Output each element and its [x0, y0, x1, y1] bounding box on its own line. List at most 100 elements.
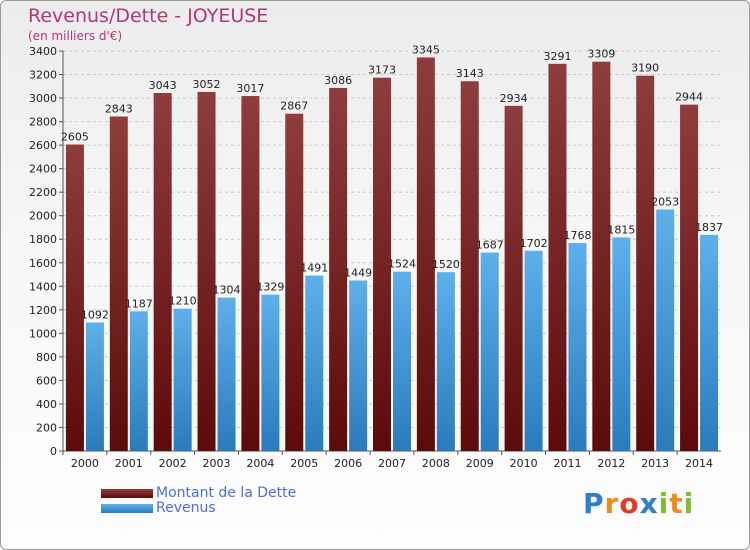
data-label-dette: 2944 [675, 91, 703, 104]
bar-dette [285, 113, 304, 452]
x-tick-label: 2009 [466, 457, 494, 470]
bar-revenus [568, 243, 587, 451]
data-label-revenus: 2053 [651, 195, 679, 208]
y-tick-label: 2600 [29, 139, 57, 152]
bar-dette [241, 96, 260, 451]
data-label-revenus: 1837 [695, 221, 723, 234]
data-label-revenus: 1702 [520, 237, 548, 250]
y-tick-label: 1000 [29, 327, 57, 340]
y-tick-label: 3000 [29, 92, 57, 105]
x-tick-label: 2010 [510, 457, 538, 470]
data-label-revenus: 1815 [607, 223, 635, 236]
data-label-dette: 3345 [412, 43, 440, 56]
y-tick-label: 3400 [29, 45, 57, 58]
bar-dette [197, 91, 216, 452]
bar-dette [592, 61, 611, 452]
data-labels: 2605 1092 2843 1187 3043 1210 3052 1304 3017 1329… [61, 43, 723, 321]
bar-dette [460, 81, 479, 451]
data-label-dette: 3190 [631, 62, 659, 75]
y-tick-label: 1600 [29, 257, 57, 270]
legend-label-revenus: Revenus [156, 500, 216, 516]
bar-revenus [700, 234, 719, 451]
y-tick-label: 800 [36, 351, 57, 364]
data-label-revenus: 1768 [563, 229, 591, 242]
bar-revenus [612, 237, 631, 451]
chart-subtitle: (en milliers d'€) [28, 29, 123, 43]
bar-revenus [480, 252, 499, 451]
bar-dette [153, 93, 172, 451]
x-tick-label: 2000 [71, 457, 99, 470]
axes: 0 200 400 600 800 1000 1200 1400 1600 1800 2000 220… [29, 45, 721, 470]
x-tick-label: 2005 [290, 457, 318, 470]
data-label-dette: 2605 [61, 131, 89, 144]
x-tick-label: 2006 [334, 457, 362, 470]
bar-dette [548, 63, 567, 452]
data-label-dette: 2934 [500, 92, 528, 105]
data-label-dette: 3043 [149, 79, 177, 92]
bar-revenus [349, 280, 368, 451]
x-tick-label: 2002 [159, 457, 187, 470]
chart-title: Revenus/Dette - JOYEUSE [28, 5, 269, 27]
bar-revenus [656, 209, 675, 451]
bar-dette [109, 116, 128, 451]
data-label-revenus: 1092 [81, 309, 109, 322]
data-label-dette: 3017 [236, 82, 264, 95]
data-label-revenus: 1491 [300, 262, 328, 275]
data-label-dette: 3173 [368, 64, 396, 77]
logo-letter: r [604, 487, 620, 520]
x-tick-label: 2014 [685, 457, 713, 470]
legend-swatch-dette [101, 489, 153, 498]
x-tick-label: 2011 [553, 457, 581, 470]
bar-revenus [436, 272, 455, 451]
bar-dette [680, 104, 699, 451]
bar-revenus [217, 297, 236, 451]
grid-lines [63, 50, 721, 428]
data-label-revenus: 1187 [125, 297, 153, 310]
y-tick-label: 2400 [29, 163, 57, 176]
y-tick-label: 400 [36, 398, 57, 411]
data-label-dette: 3086 [324, 74, 352, 87]
logo-letter: x [639, 487, 659, 520]
logo-letter: P [583, 487, 605, 520]
bar-dette [329, 87, 348, 452]
data-label-revenus: 1449 [344, 267, 372, 280]
y-tick-label: 600 [36, 374, 57, 387]
bar-revenus [173, 308, 192, 451]
data-label-dette: 3309 [587, 48, 615, 61]
data-label-revenus: 1329 [256, 281, 284, 294]
y-tick-label: 3200 [29, 69, 57, 82]
y-tick-label: 0 [50, 445, 57, 458]
y-tick-label: 1400 [29, 280, 57, 293]
x-tick-label: 2008 [422, 457, 450, 470]
bar-revenus [129, 311, 148, 451]
y-tick-label: 2200 [29, 186, 57, 199]
bar-revenus [261, 294, 280, 451]
proxiti-logo: Proxiti [583, 487, 694, 520]
bar-revenus [85, 322, 104, 451]
legend-swatch-revenus [101, 504, 153, 513]
data-label-dette: 2867 [280, 100, 308, 113]
bar-revenus [305, 275, 324, 451]
data-label-dette: 3291 [543, 50, 571, 63]
logo-letter: o [619, 487, 640, 520]
x-tick-label: 2004 [246, 457, 274, 470]
y-tick-label: 2800 [29, 116, 57, 129]
logo-letter: t [669, 487, 684, 520]
data-label-revenus: 1520 [432, 258, 460, 271]
bar-dette [504, 105, 523, 451]
bar-revenus [393, 271, 411, 451]
legend-label-dette: Montant de la Dette [156, 485, 297, 501]
bar-dette [416, 57, 435, 452]
y-tick-label: 2000 [29, 210, 57, 223]
x-tick-label: 2007 [378, 457, 406, 470]
x-tick-label: 2003 [203, 457, 231, 470]
bar-dette [65, 144, 84, 451]
data-label-dette: 2843 [105, 103, 133, 116]
data-label-revenus: 1524 [388, 258, 416, 271]
logo-letter: i [658, 487, 670, 520]
logo-letter: i [683, 487, 695, 520]
bar-dette [373, 77, 391, 452]
data-label-revenus: 1210 [169, 295, 197, 308]
